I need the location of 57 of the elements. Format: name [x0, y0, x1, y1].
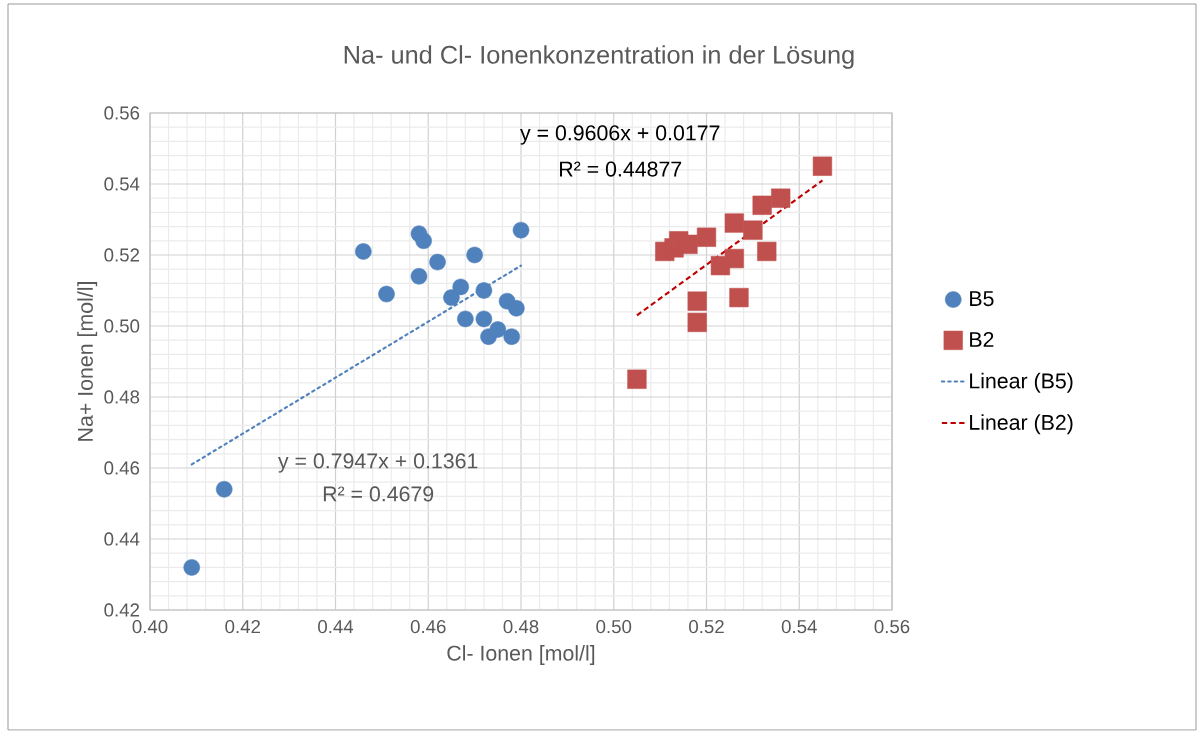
point — [429, 253, 446, 271]
point — [489, 321, 507, 338]
point — [475, 282, 493, 299]
point — [752, 195, 772, 215]
annotation: R² = 0.4679 — [323, 486, 434, 502]
y-tick-label: 0.50 — [104, 319, 140, 333]
y-axis-title: Na+ Ionen [mol/l] — [77, 282, 98, 441]
y-tick-label: 0.54 — [104, 177, 140, 191]
chart-title: Na- und Cl- Ionenkonzentration in der Lösung — [344, 45, 854, 69]
point — [696, 227, 717, 247]
x-tick-label: 0.42 — [225, 620, 260, 634]
point — [457, 310, 474, 328]
point — [475, 310, 493, 328]
point — [508, 299, 525, 317]
legend-label: B5 — [970, 291, 994, 307]
x-tick-label: 0.40 — [132, 620, 168, 634]
point — [415, 232, 432, 250]
y-tick-label: 0.42 — [104, 603, 140, 617]
point — [743, 220, 763, 240]
y-tick-label: 0.44 — [104, 532, 140, 546]
point — [729, 287, 749, 308]
point — [378, 285, 395, 303]
x-tick-label: 0.44 — [318, 620, 354, 634]
point — [512, 221, 530, 239]
point — [687, 291, 707, 311]
point — [452, 278, 469, 296]
annotation: y = 0.7947x + 0.1361 — [277, 453, 478, 473]
x-tick-label: 0.48 — [503, 620, 539, 634]
legend-label: Linear (B5) — [970, 372, 1073, 393]
x-tick-label: 0.46 — [410, 620, 446, 634]
point — [503, 328, 520, 345]
point — [215, 481, 233, 498]
annotation: y = 0.9606x + 0.0177 — [520, 125, 720, 145]
y-tick-label: 0.48 — [104, 390, 140, 404]
x-tick-label: 0.52 — [689, 620, 724, 634]
y-tick-label: 0.52 — [104, 248, 140, 262]
legend-label: Linear (B2) — [970, 414, 1073, 435]
point — [443, 289, 460, 306]
point — [355, 243, 372, 260]
point — [410, 268, 428, 285]
y-tick-label: 0.46 — [104, 461, 140, 475]
point — [183, 559, 201, 576]
point — [724, 213, 744, 233]
point — [627, 369, 647, 389]
point — [757, 241, 777, 262]
point — [687, 312, 707, 333]
x-tick-label: 0.54 — [781, 620, 817, 634]
annotation: R² = 0.44877 — [560, 161, 682, 177]
x-tick-label: 0.50 — [596, 620, 632, 634]
x-axis-title: Cl- Ionen [mol/l] — [447, 645, 595, 665]
point — [812, 156, 833, 176]
y-tick-label: 0.56 — [104, 106, 140, 120]
x-tick-label: 0.56 — [874, 620, 910, 634]
legend-label: B2 — [970, 331, 994, 347]
point — [466, 246, 483, 264]
point — [771, 188, 791, 208]
point — [710, 256, 731, 276]
